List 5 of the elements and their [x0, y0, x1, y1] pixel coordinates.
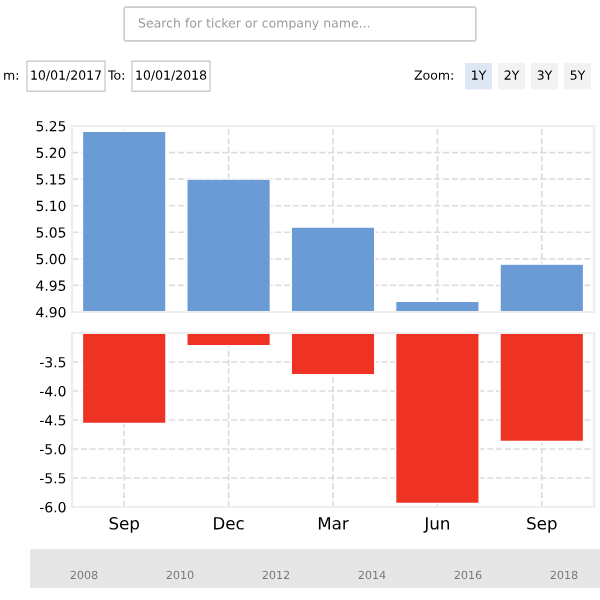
x-tick-label: Sep	[527, 517, 557, 533]
x-tick-label: Dec	[214, 517, 244, 530]
x-tick-label: Mar	[318, 517, 349, 530]
x-tick-label: Jun	[423, 517, 450, 533]
x-tick-label: Sep	[109, 517, 139, 533]
